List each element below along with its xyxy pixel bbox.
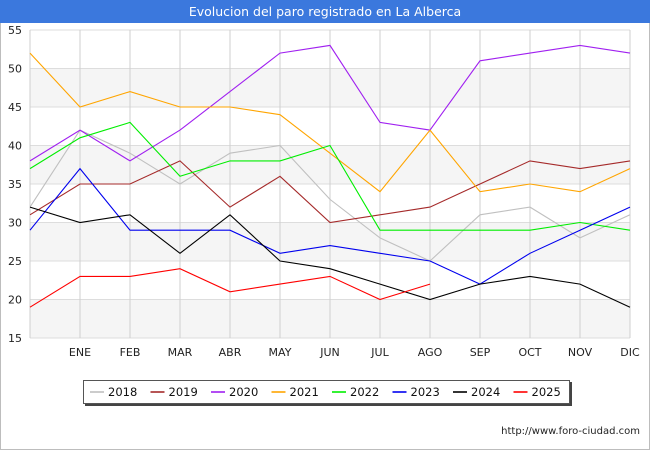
series-line-2021 [29, 52, 631, 193]
series-line-2025 [29, 268, 431, 308]
chart-title: Evolucion del paro registrado en La Albe… [0, 0, 650, 23]
y-tick-label: 15 [8, 332, 22, 345]
legend [83, 380, 570, 404]
y-tick-label: 30 [8, 217, 22, 230]
x-tick-label: AGO [418, 346, 443, 359]
series-lines [29, 44, 631, 308]
series-line-2022 [29, 121, 631, 231]
x-tick-label: ENE [69, 346, 91, 359]
y-tick-label: 25 [8, 255, 22, 268]
x-tick-label: DIC [620, 346, 640, 359]
x-tick-label: ABR [219, 346, 242, 359]
x-tick-label: MAR [168, 346, 193, 359]
axes: 15 20 25 30 35 40 45 50 55 ENE FEB MAR ABR MAY JUN JUL A… [8, 24, 640, 359]
y-tick-label: 50 [8, 63, 22, 76]
series-line-2018 [29, 129, 631, 262]
y-tick-label: 55 [8, 24, 22, 37]
x-tick-label: NOV [568, 346, 593, 359]
source-url: http://www.foro-ciudad.com [501, 426, 640, 437]
x-tick-label: MAY [269, 346, 292, 359]
x-tick-label: OCT [518, 346, 541, 359]
y-tick-label: 35 [8, 178, 22, 191]
y-tick-label: 20 [8, 294, 22, 307]
y-tick-label: 40 [8, 140, 22, 153]
x-tick-label: JUN [319, 346, 340, 359]
y-tick-label: 45 [8, 101, 22, 114]
series-line-2023 [29, 167, 631, 285]
series-line-2024 [29, 206, 631, 308]
series-line-2020 [29, 44, 631, 162]
series-line-2019 [29, 160, 631, 224]
x-tick-label: FEB [120, 346, 141, 359]
x-tick-label: JUL [370, 346, 389, 359]
x-tick-label: SEP [470, 346, 491, 359]
